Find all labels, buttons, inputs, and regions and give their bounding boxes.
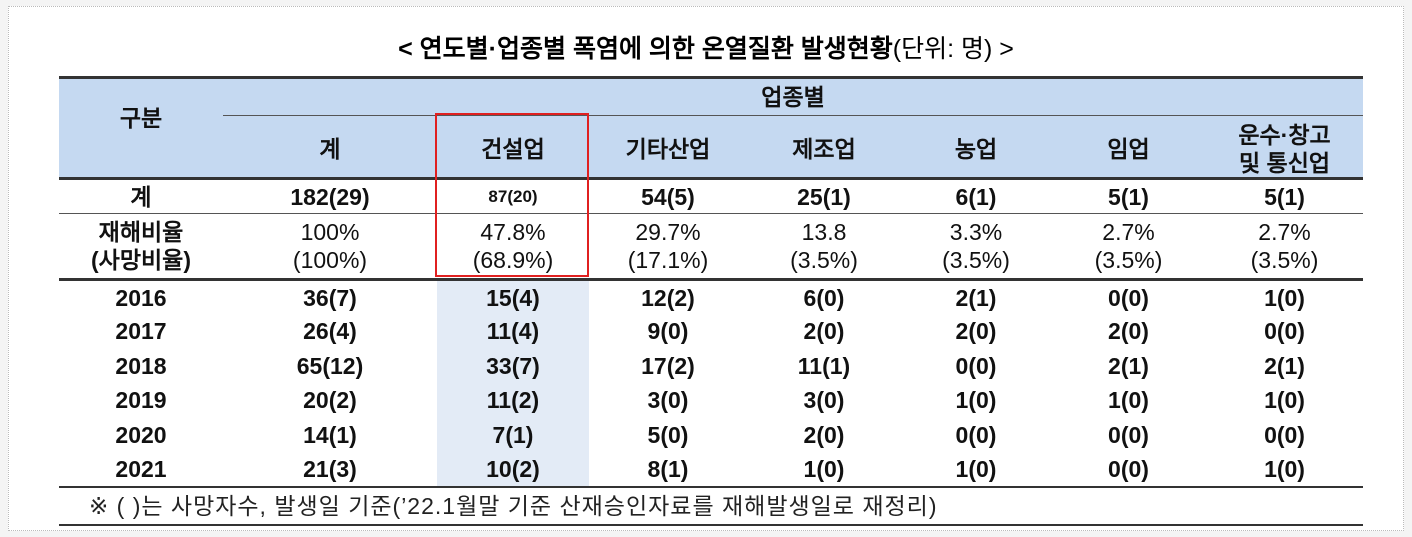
data-cell: 2(1): [1264, 352, 1305, 379]
column-header: 농업: [901, 115, 1051, 180]
column-header: 제조업: [747, 115, 901, 180]
data-cell: 13.8 (3.5%): [747, 213, 901, 281]
data-cell: 6(0): [803, 284, 845, 311]
data-cell: 21(3): [223, 452, 437, 488]
data-row: 2019 20(2) 11(2) 3(0) 3(0) 1(0) 1(0) 1(0): [59, 383, 1363, 418]
data-cell: 182(29): [223, 178, 437, 214]
data-cell: 0(0): [1108, 421, 1149, 448]
data-cell: 2(1): [1108, 352, 1149, 379]
title: < 연도별·업종별 폭염에 의한 온열질환 발생현황(단위: 명) >: [9, 29, 1403, 65]
data-cell: 5(0): [647, 421, 689, 448]
footnote: ※ ( )는 사망자수, 발생일 기준(’22.1월말 기준 산재승인자료를 재…: [59, 486, 1364, 526]
data-cell: 25(1): [747, 178, 901, 214]
column-header: 계: [223, 115, 437, 180]
row-label: 2017: [115, 318, 167, 345]
row-label: 재해비율 (사망비율): [59, 213, 223, 281]
data-cell: 0(0): [1264, 421, 1305, 448]
data-cell: 1(0): [1264, 284, 1305, 311]
data-cell: 1(0): [1108, 387, 1149, 414]
data-cell: 3(0): [647, 387, 689, 414]
data-cell: 2.7% (3.5%): [1206, 213, 1364, 281]
data-cell: 65(12): [296, 352, 364, 379]
data-cell: 1(0): [901, 452, 1051, 488]
data-cell: 1(0): [1206, 452, 1364, 488]
data-row: 2020 14(1) 7(1) 5(0) 2(0) 0(0) 0(0) 0(0): [59, 417, 1363, 452]
data-cell: 0(0): [955, 421, 997, 448]
column-header: 건설업: [437, 115, 589, 180]
data-cell: 0(0): [1108, 284, 1149, 311]
data-cell: 0(0): [1051, 452, 1206, 488]
data-cell: 11(4): [437, 314, 589, 349]
data-cell: 2(0): [1108, 318, 1149, 345]
group-header: 업종별: [223, 76, 1364, 116]
data-cell: 2(0): [955, 318, 997, 345]
data-cell: 5(1): [1206, 178, 1364, 214]
data-cell: 9(0): [647, 318, 689, 345]
title-main: < 연도별·업종별 폭염에 의한 온열질환 발생현황: [398, 35, 893, 63]
data-cell: 1(0): [1264, 387, 1305, 414]
data-cell: 2(1): [955, 284, 997, 311]
data-cell: 12(2): [641, 284, 695, 311]
data-cell: 2.7% (3.5%): [1051, 213, 1206, 281]
column-header: 운수·창고 및 통신업: [1206, 115, 1364, 180]
page: < 연도별·업종별 폭염에 의한 온열질환 발생현황(단위: 명) > 구분 업종…: [8, 6, 1404, 531]
data-cell: 2(0): [803, 421, 845, 448]
data-cell: 33(7): [437, 348, 589, 383]
table-body: 구분 업종별 계 건설업 기타산업 제조업 농업 임업 운수·창고 및 통신업 계 182(29) 8…: [59, 76, 1364, 526]
data-cell: 29.7% (17.1%): [589, 213, 747, 281]
data-row: 2021 21(3) 10(2) 8(1) 1(0) 1(0) 0(0) 1(0): [59, 452, 1364, 488]
data-cell: 10(2): [437, 452, 589, 488]
data-cell: 20(2): [303, 387, 357, 414]
data-cell: 7(1): [437, 417, 589, 452]
row-label: 2019: [115, 387, 167, 414]
row-label: 계: [59, 178, 223, 214]
header-row: 계 건설업 기타산업 제조업 농업 임업 운수·창고 및 통신업: [59, 115, 1364, 180]
data-cell: 1(0): [747, 452, 901, 488]
data-row: 재해비율 (사망비율) 100% (100%) 47.8% (68.9%) 29.7%…: [59, 213, 1364, 281]
data-cell: 11(1): [797, 352, 851, 379]
corner-cell: 구분: [59, 76, 223, 180]
row-label: 2020: [115, 421, 167, 448]
data-cell: 11(2): [437, 383, 589, 418]
data-row: 2018 65(12) 33(7) 17(2) 11(1) 0(0) 2(1) 2(1): [59, 348, 1363, 383]
data-cell: 8(1): [589, 452, 747, 488]
data-cell: 36(7): [303, 284, 357, 311]
data-cell: 100% (100%): [223, 213, 437, 281]
data-cell: 87(20): [437, 178, 589, 214]
row-label: 2018: [115, 352, 167, 379]
data-cell: 0(0): [955, 352, 997, 379]
data-cell: 14(1): [303, 421, 357, 448]
data-row: 2016 36(7) 15(4) 12(2) 6(0) 2(1) 0(0) 1(0): [59, 279, 1363, 314]
data-cell: 5(1): [1051, 178, 1206, 214]
data-cell: 3.3% (3.5%): [901, 213, 1051, 281]
header-row: 구분 업종별: [59, 76, 1364, 180]
data-cell: 0(0): [1264, 318, 1305, 345]
data-cell: 17(2): [641, 352, 695, 379]
data-cell: 54(5): [589, 178, 747, 214]
data-row: 2017 26(4) 11(4) 9(0) 2(0) 2(0) 2(0) 0(0): [59, 314, 1363, 349]
data-cell: 47.8% (68.9%): [437, 213, 589, 281]
row-label: 2021: [59, 452, 223, 488]
data-cell: 15(4): [437, 279, 589, 314]
data-cell: 26(4): [303, 318, 357, 345]
table: 구분 업종별 계 건설업 기타산업 제조업 농업 임업 운수·창고 및 통신업 계 182(29) 8…: [59, 76, 1364, 526]
data-cell: 6(1): [901, 178, 1051, 214]
column-header: 임업: [1051, 115, 1206, 180]
data-cell: 3(0): [803, 387, 845, 414]
row-label: 2016: [115, 284, 167, 311]
column-header: 기타산업: [589, 115, 747, 180]
data-cell: 2(0): [803, 318, 845, 345]
title-unit: (단위: 명) >: [892, 35, 1014, 63]
data-cell: 1(0): [955, 387, 997, 414]
footnote-row: ※ ( )는 사망자수, 발생일 기준(’22.1월말 기준 산재승인자료를 재…: [59, 486, 1364, 526]
data-row: 계 182(29) 87(20) 54(5) 25(1) 6(1) 5(1) 5(1): [59, 178, 1364, 214]
